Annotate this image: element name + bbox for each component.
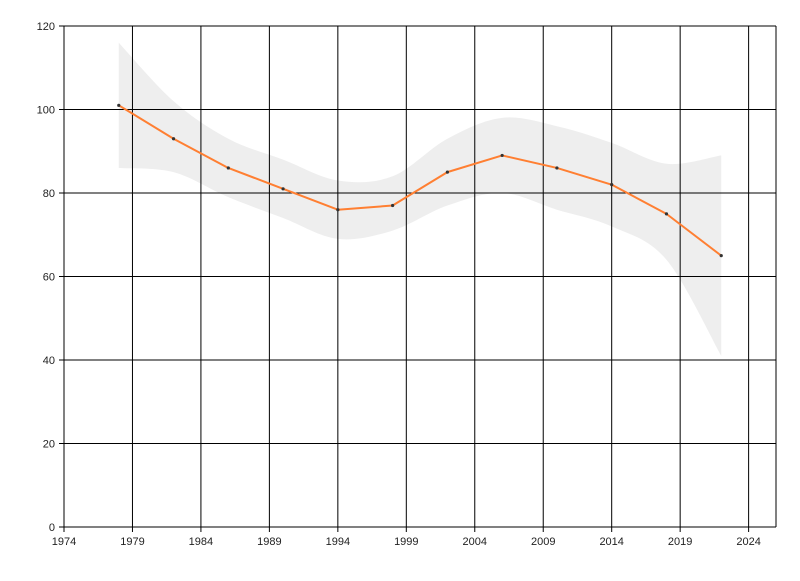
- x-tick-label: 1989: [257, 536, 281, 548]
- x-tick-label: 1999: [394, 536, 418, 548]
- x-tick-label: 1994: [326, 536, 350, 548]
- axes: [59, 25, 776, 532]
- data-point: [610, 183, 614, 187]
- y-tick-label: 60: [43, 272, 55, 284]
- x-tick-label: 2009: [531, 536, 555, 548]
- series-line: [118, 104, 722, 257]
- data-point: [555, 166, 559, 170]
- data-point: [445, 170, 449, 174]
- data-points: [117, 103, 723, 258]
- y-tick-label: 80: [43, 188, 55, 200]
- data-point: [171, 137, 176, 141]
- x-tick-label: 1974: [52, 536, 76, 548]
- data-point: [664, 212, 669, 216]
- x-tick-label: 1984: [189, 536, 213, 548]
- data-point: [336, 208, 340, 212]
- data-point: [117, 103, 121, 107]
- gridlines: [64, 25, 777, 527]
- y-tick-label: 100: [37, 105, 55, 117]
- y-tick-label: 0: [49, 522, 55, 534]
- x-tick-label: 2004: [463, 536, 487, 548]
- series-layer: [118, 104, 722, 257]
- x-tick-label: 2024: [736, 536, 760, 548]
- confidence-band-layer: [118, 42, 722, 356]
- y-tick-labels: 0 20 40 60 80 100 120: [37, 21, 55, 534]
- data-point: [226, 166, 230, 170]
- y-tick-label: 20: [43, 439, 55, 451]
- x-tick-labels: 1974 1979 1984 1989 1994 1999 2004 2009 2014 2019…: [52, 536, 761, 548]
- x-tick-label: 2014: [599, 536, 623, 548]
- data-point: [500, 153, 504, 158]
- data-point: [719, 254, 723, 258]
- y-tick-label: 120: [37, 21, 55, 33]
- y-tick-label: 40: [43, 355, 55, 367]
- x-tick-label: 1979: [120, 536, 144, 548]
- x-tick-label: 2019: [668, 536, 692, 548]
- data-point: [391, 203, 395, 208]
- confidence-band: [118, 42, 722, 356]
- data-point: [281, 187, 285, 191]
